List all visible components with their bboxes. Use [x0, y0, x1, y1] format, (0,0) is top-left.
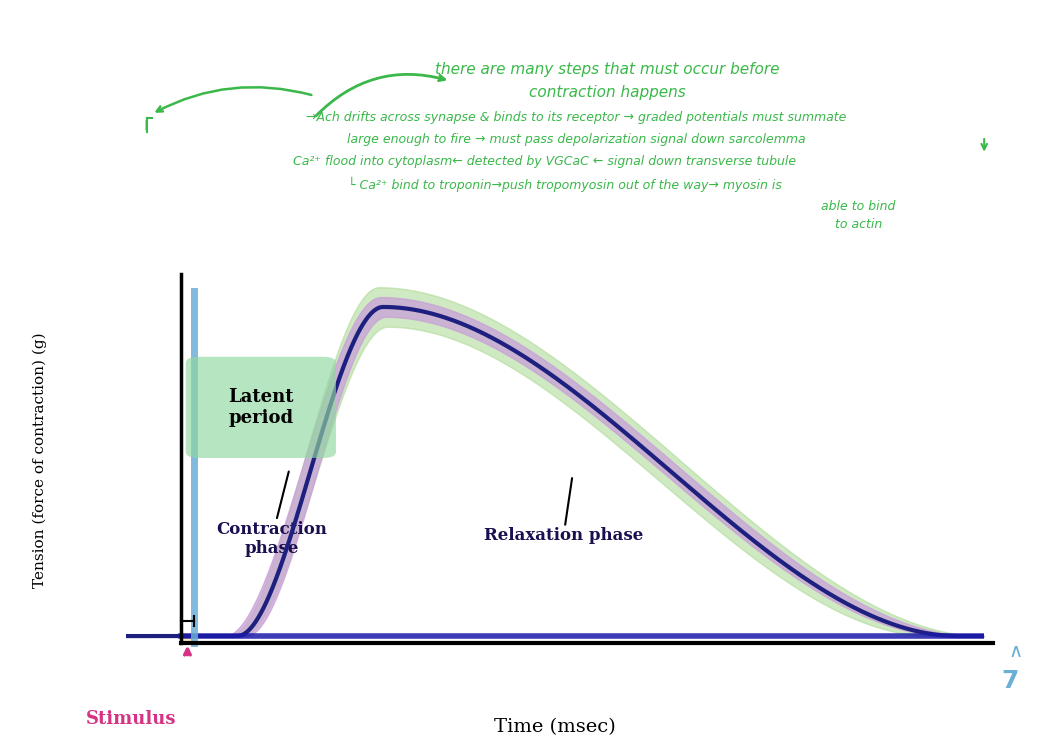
- Text: ∧: ∧: [1008, 642, 1023, 661]
- Text: →Ach drifts across synapse & binds to its receptor → graded potentials must summ: →Ach drifts across synapse & binds to it…: [306, 111, 846, 124]
- Text: Relaxation phase: Relaxation phase: [484, 478, 643, 545]
- Text: contraction happens: contraction happens: [529, 85, 686, 99]
- Text: Time (msec): Time (msec): [494, 718, 616, 736]
- Text: Tension (force of contraction) (g): Tension (force of contraction) (g): [32, 332, 47, 588]
- Text: to actin: to actin: [834, 218, 883, 231]
- Text: Contraction
phase: Contraction phase: [216, 472, 327, 557]
- Text: └ Ca²⁺ bind to troponin→push tropomyosin out of the way→ myosin is: └ Ca²⁺ bind to troponin→push tropomyosin…: [349, 177, 782, 191]
- Text: 7: 7: [1002, 669, 1019, 693]
- Text: Latent
period: Latent period: [228, 388, 294, 427]
- Text: large enough to fire → must pass depolarization signal down sarcolemma: large enough to fire → must pass depolar…: [347, 133, 805, 146]
- Text: able to bind: able to bind: [821, 199, 896, 213]
- Text: there are many steps that must occur before: there are many steps that must occur bef…: [435, 63, 780, 77]
- FancyBboxPatch shape: [185, 357, 336, 458]
- Text: Ca²⁺ flood into cytoplasm← detected by VGCaC ← signal down transverse tubule: Ca²⁺ flood into cytoplasm← detected by V…: [293, 155, 796, 169]
- Text: Stimulus: Stimulus: [86, 710, 176, 728]
